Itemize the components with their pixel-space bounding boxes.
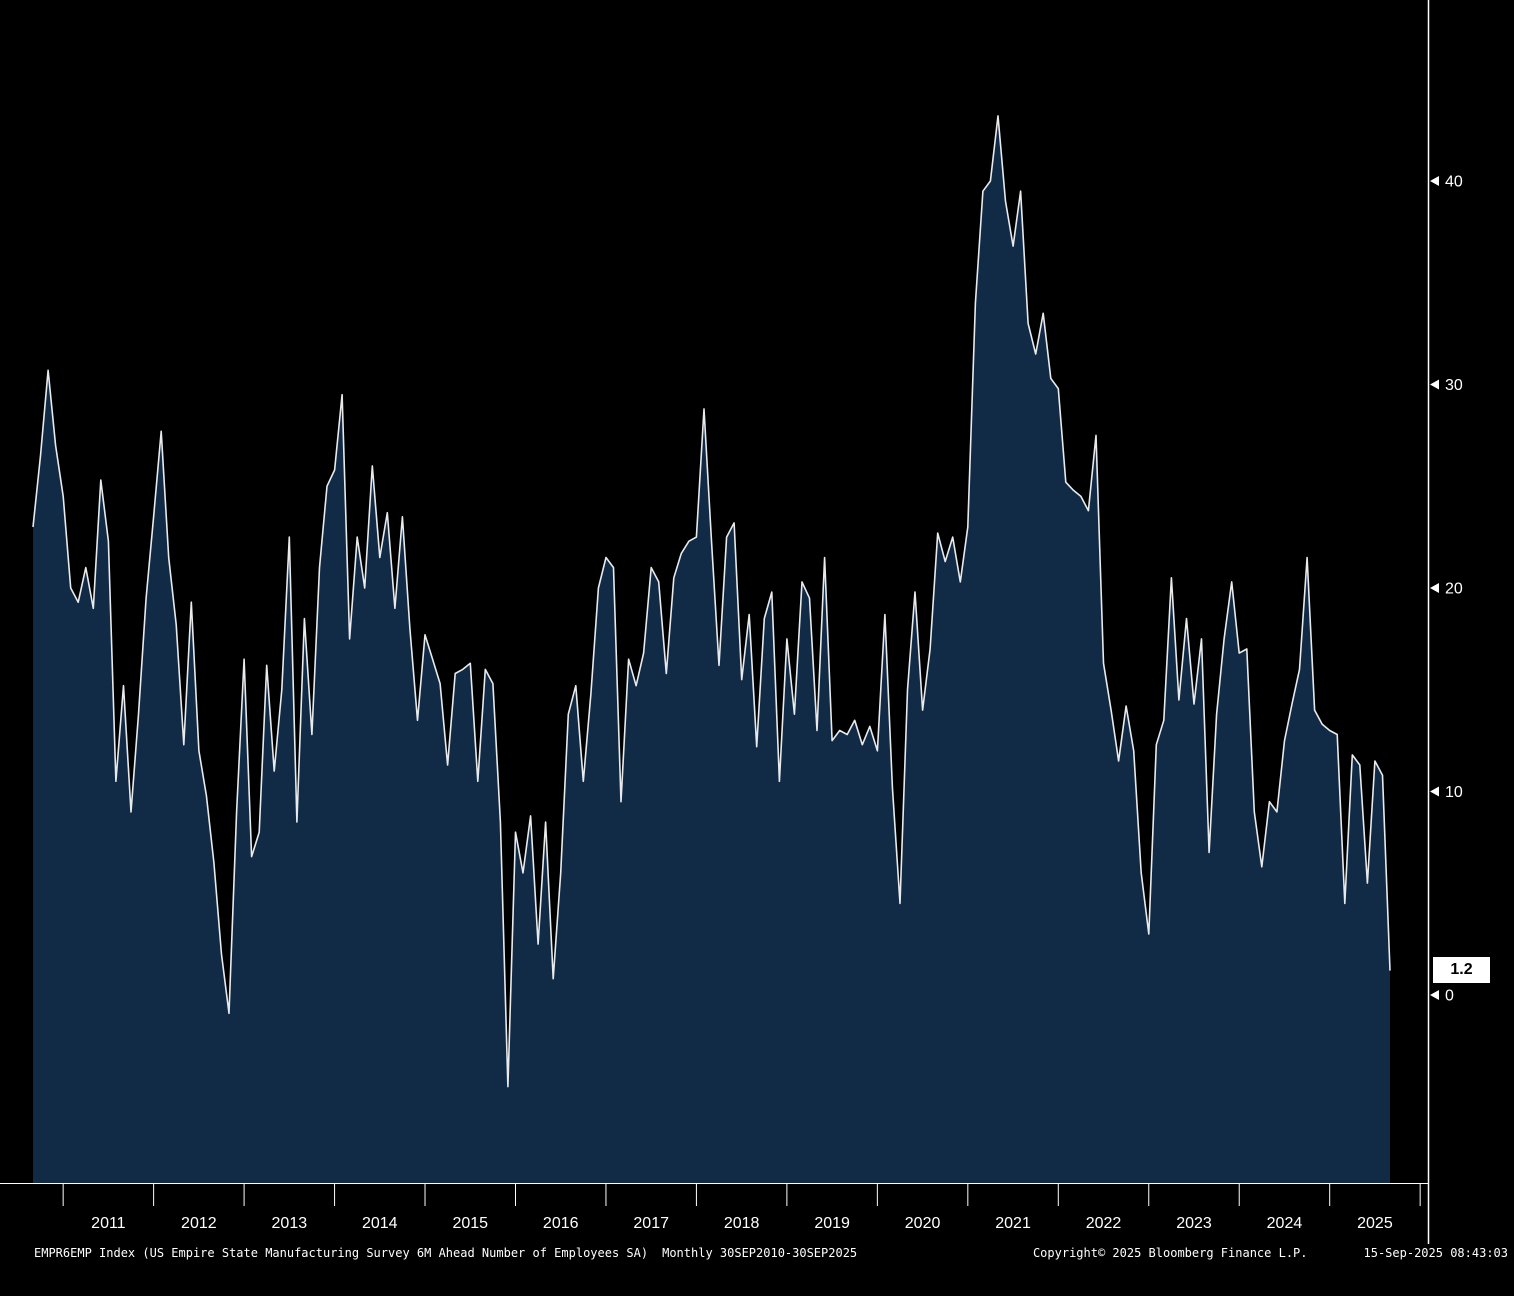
y-tick-label: 0: [1445, 988, 1454, 1005]
y-tick-label: 20: [1445, 581, 1463, 598]
y-tick-arrow-icon: [1430, 583, 1439, 593]
x-year-label: 2019: [814, 1215, 850, 1232]
x-year-label: 2020: [905, 1215, 941, 1232]
x-year-label: 2014: [362, 1215, 398, 1232]
x-year-label: 2021: [995, 1215, 1031, 1232]
y-tick-arrow-icon: [1430, 786, 1439, 797]
footer-series-description: EMPR6EMP Index (US Empire State Manufact…: [34, 1246, 649, 1260]
footer-copyright: Copyright© 2025 Bloomberg Finance L.P.: [1032, 1246, 1308, 1260]
x-year-label: 2011: [91, 1215, 126, 1232]
y-tick-label: 30: [1445, 377, 1463, 394]
x-year-label: 2022: [1086, 1215, 1122, 1232]
x-year-label: 2016: [543, 1215, 579, 1232]
y-tick-arrow-icon: [1430, 176, 1439, 186]
y-tick-label: 40: [1445, 174, 1463, 191]
y-tick-arrow-icon: [1430, 379, 1439, 390]
y-tick-label: 10: [1445, 784, 1463, 801]
x-year-label: 2024: [1267, 1215, 1303, 1232]
footer-date-range: Monthly 30SEP2010-30SEP2025: [662, 1246, 858, 1260]
x-year-label: 2023: [1176, 1215, 1212, 1232]
y-tick-arrow-icon: [1430, 990, 1439, 1000]
x-year-label: 2012: [181, 1215, 217, 1232]
footer-timestamp: 15-Sep-2025 08:43:03: [1363, 1246, 1509, 1260]
area-fill: [33, 115, 1390, 1183]
x-year-label: 2017: [633, 1215, 669, 1232]
x-year-label: 2015: [452, 1215, 488, 1232]
chart-footer: EMPR6EMP Index (US Empire State Manufact…: [0, 1242, 1514, 1264]
x-year-label: 2018: [724, 1215, 760, 1232]
series-line: [32, 115, 1391, 1088]
x-year-label: 2013: [272, 1215, 308, 1232]
last-value-badge: 1.2: [1433, 957, 1490, 983]
x-year-label: 2025: [1357, 1215, 1393, 1232]
